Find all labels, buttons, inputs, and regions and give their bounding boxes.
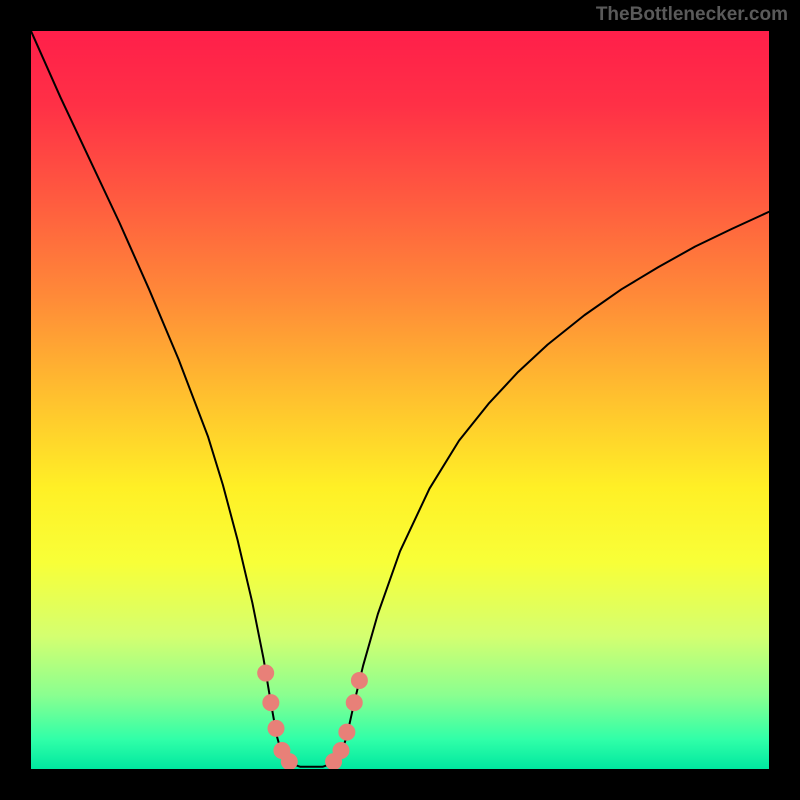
curve-marker (263, 695, 279, 711)
curve-marker (268, 720, 284, 736)
plot-area (31, 31, 769, 769)
bottleneck-curve (31, 31, 769, 767)
curve-marker (333, 743, 349, 759)
curve-marker (258, 665, 274, 681)
curve-marker (346, 695, 362, 711)
curve-marker (351, 672, 367, 688)
curve-marker (281, 754, 297, 769)
watermark-text: TheBottlenecker.com (596, 4, 788, 26)
curve-marker (339, 724, 355, 740)
chart-svg (31, 31, 769, 769)
